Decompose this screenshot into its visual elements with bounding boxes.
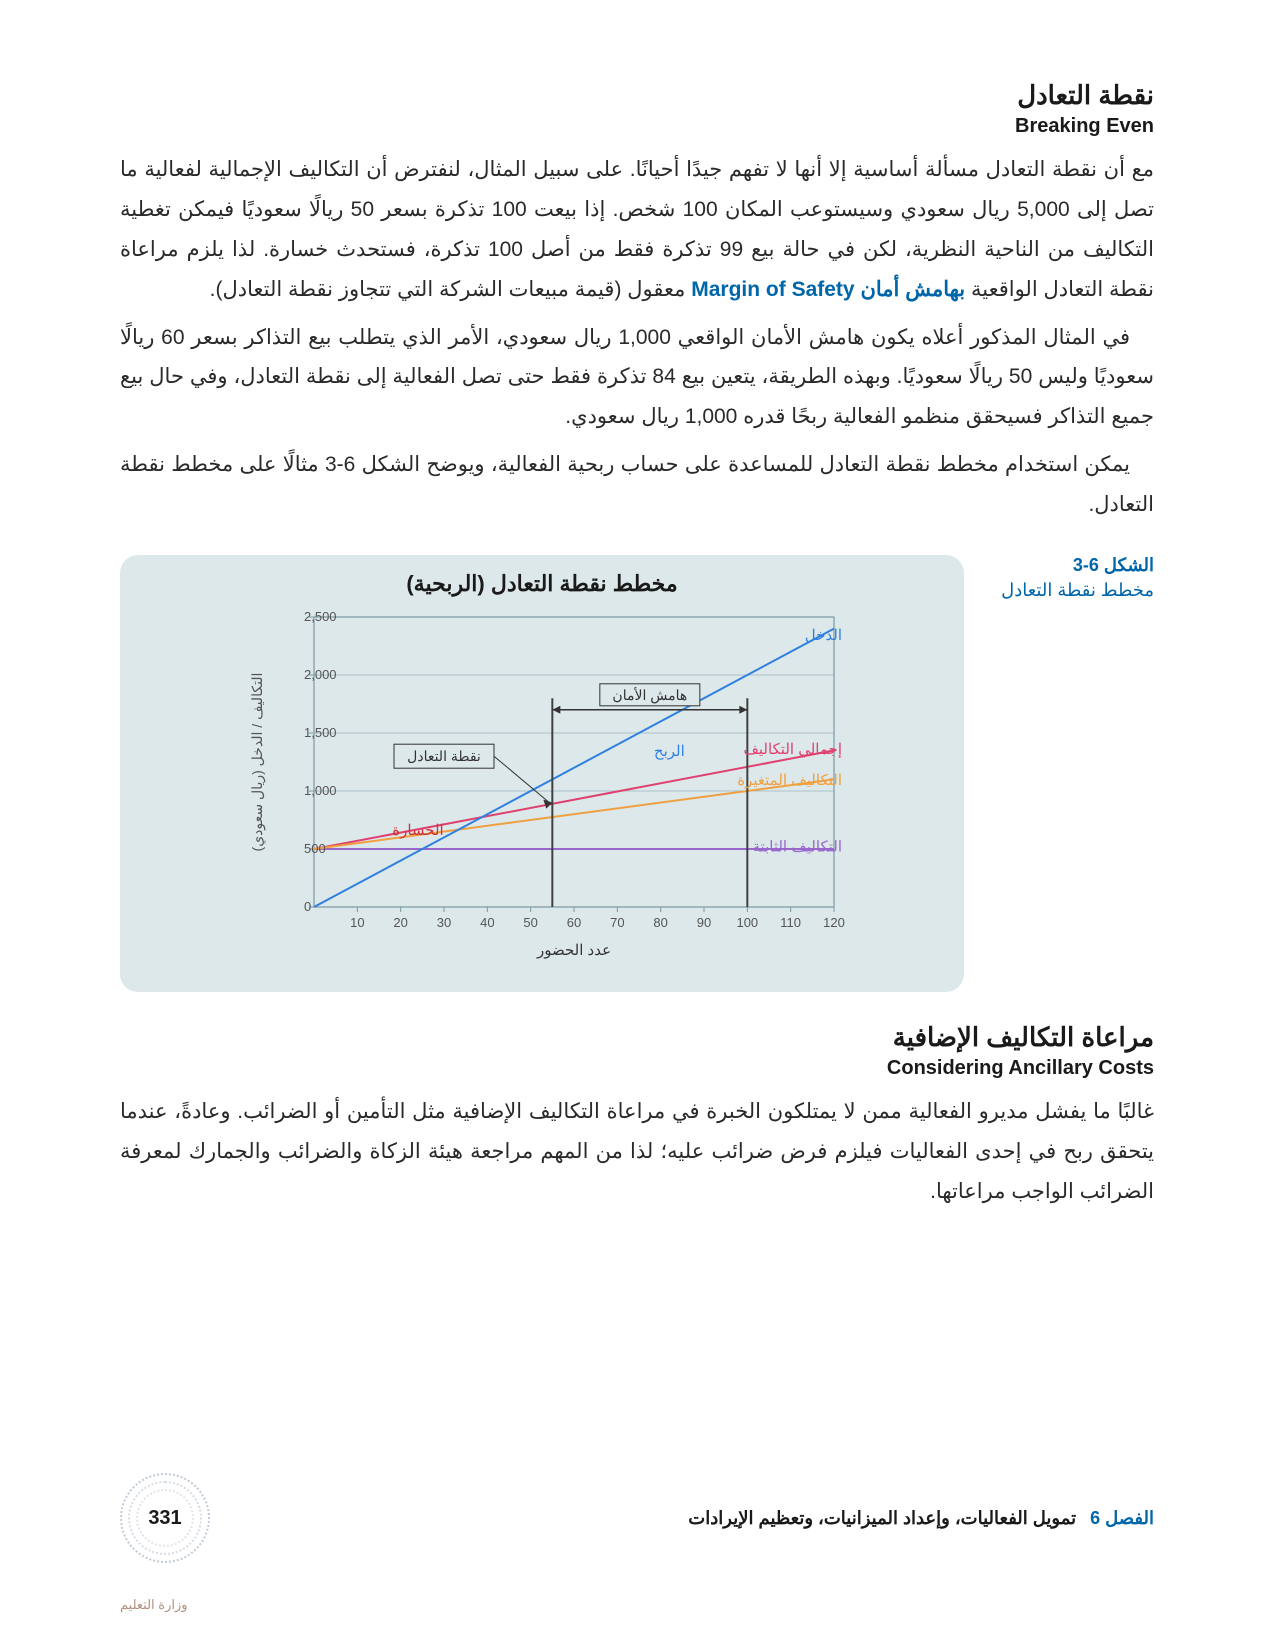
term-ar: بهامش أمان xyxy=(860,278,965,301)
footer-chapter: الفصل 6 تمويل الفعاليات، وإعداد الميزاني… xyxy=(688,1508,1154,1529)
svg-text:30: 30 xyxy=(437,915,451,930)
svg-text:هامش الأمان: هامش الأمان xyxy=(612,686,687,704)
svg-text:120: 120 xyxy=(823,915,845,930)
svg-text:10: 10 xyxy=(350,915,364,930)
figure-block: الشكل 6-3 مخطط نقطة التعادل مخطط نقطة ال… xyxy=(120,555,1154,992)
svg-text:2,500: 2,500 xyxy=(304,609,337,624)
section-heading-en: Breaking Even xyxy=(120,115,1154,138)
break-even-chart: هامش الأمان نقطة التعادل 10 20 30 40 50 60 70 80 9… xyxy=(244,607,944,967)
paragraph: يمكن استخدام مخطط نقطة التعادل للمساعدة … xyxy=(120,445,1154,525)
page-number-badge: 331 xyxy=(120,1473,210,1563)
paragraph: مع أن نقطة التعادل مسألة أساسية إلا أنها… xyxy=(120,150,1154,310)
svg-text:1,500: 1,500 xyxy=(304,725,337,740)
svg-text:الخسارة: الخسارة xyxy=(392,822,443,839)
section-heading-ar: مراعاة التكاليف الإضافية xyxy=(120,1022,1154,1053)
section-heading-ar: نقطة التعادل xyxy=(120,80,1154,111)
svg-text:20: 20 xyxy=(393,915,407,930)
svg-text:110: 110 xyxy=(780,915,801,930)
svg-text:نقطة التعادل: نقطة التعادل xyxy=(407,748,481,764)
svg-text:1,000: 1,000 xyxy=(304,783,337,798)
chapter-label: الفصل 6 xyxy=(1090,1508,1154,1529)
svg-text:التكاليف / الدخل (ريال سعودي): التكاليف / الدخل (ريال سعودي) xyxy=(249,673,266,852)
svg-text:40: 40 xyxy=(480,915,494,930)
section-heading-en: Considering Ancillary Costs xyxy=(120,1057,1154,1080)
figure-caption: الشكل 6-3 مخطط نقطة التعادل xyxy=(984,555,1154,601)
figure-caption-text: مخطط نقطة التعادل xyxy=(1001,580,1154,600)
svg-text:إجمالي التكاليف: إجمالي التكاليف xyxy=(743,741,842,758)
svg-text:100: 100 xyxy=(736,915,758,930)
svg-text:80: 80 xyxy=(653,915,667,930)
page-number: 331 xyxy=(148,1507,181,1530)
text-run: معقول (قيمة مبيعات الشركة التي تتجاوز نق… xyxy=(210,278,686,301)
svg-text:التكاليف المتغيرة: التكاليف المتغيرة xyxy=(737,772,842,789)
svg-text:500: 500 xyxy=(304,841,326,856)
svg-text:60: 60 xyxy=(567,915,581,930)
paragraph: غالبًا ما يفشل مديرو الفعالية ممن لا يمت… xyxy=(120,1092,1154,1212)
chart-title: مخطط نقطة التعادل (الربحية) xyxy=(140,571,944,597)
svg-text:90: 90 xyxy=(697,915,711,930)
svg-text:التكاليف الثابتة: التكاليف الثابتة xyxy=(753,838,843,855)
svg-text:عدد الحضور: عدد الحضور xyxy=(536,942,611,959)
ministry-watermark: وزارة التعليم xyxy=(120,1597,188,1613)
page-footer: الفصل 6 تمويل الفعاليات، وإعداد الميزاني… xyxy=(120,1453,1154,1563)
svg-text:50: 50 xyxy=(523,915,537,930)
svg-text:2,000: 2,000 xyxy=(304,667,337,682)
paragraph: في المثال المذكور أعلاه يكون هامش الأمان… xyxy=(120,318,1154,438)
svg-text:70: 70 xyxy=(610,915,624,930)
term-en: Margin of Safety xyxy=(691,278,854,301)
figure-number: الشكل 6-3 xyxy=(984,555,1154,576)
svg-text:الربح: الربح xyxy=(654,743,685,760)
chart-container: مخطط نقطة التعادل (الربحية) هامش الأمان ن… xyxy=(120,555,964,992)
svg-text:0: 0 xyxy=(304,899,311,914)
svg-text:الدخل: الدخل xyxy=(805,627,842,644)
chapter-title: تمويل الفعاليات، وإعداد الميزانيات، وتعظ… xyxy=(688,1508,1076,1529)
